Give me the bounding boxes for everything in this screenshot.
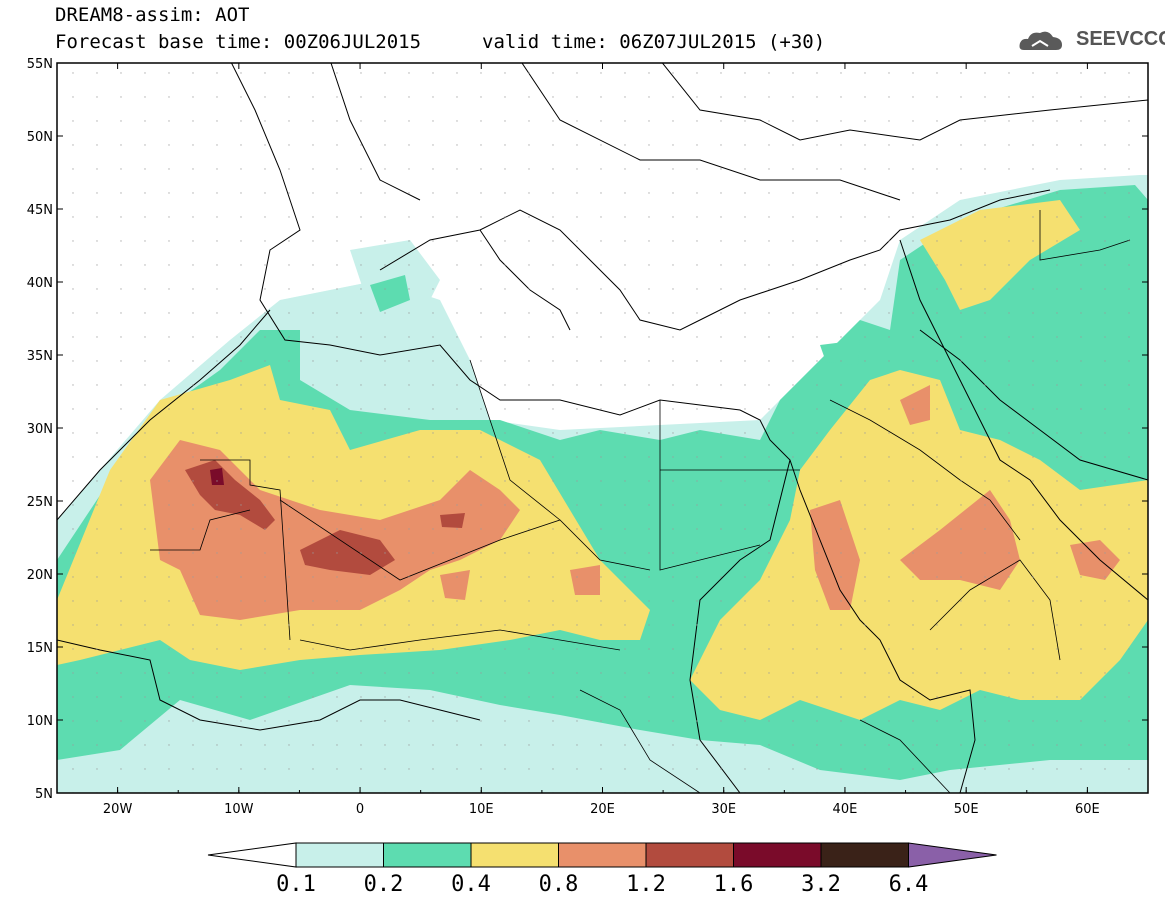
colorbar-segment <box>558 842 647 868</box>
base-time: Forecast base time: 00Z06JUL2015 <box>55 31 422 53</box>
colorbar-segment <box>820 842 909 868</box>
axis-tick-labels: 55N 50N 45N 40N 35N 30N 25N 20N 15N 10N 5N 20W 10W 0 1… <box>27 57 1100 817</box>
lon-label: 20E <box>590 802 615 817</box>
colorbar-label: 0.8 <box>539 872 579 897</box>
colorbar-segment <box>470 842 559 868</box>
lon-label: 30E <box>711 802 736 817</box>
axis-ticks <box>56 62 1149 794</box>
lon-label: 60E <box>1075 802 1100 817</box>
lon-label: 10E <box>469 802 494 817</box>
lat-label: 15N <box>27 641 53 656</box>
colorbar-label: 3.2 <box>801 872 841 897</box>
colorbar-label: 0.1 <box>276 872 316 897</box>
lat-label: 5N <box>35 787 53 802</box>
colorbar-label: 1.6 <box>714 872 754 897</box>
colorbar-label: 0.4 <box>451 872 491 897</box>
colorbar: 0.1 0.2 0.4 0.8 1.2 1.6 3.2 6.4 <box>207 842 997 897</box>
colorbar-max-arrow <box>908 842 997 868</box>
chart-title: DREAM8-assim: AOT <box>55 4 250 26</box>
colorbar-segment <box>733 842 822 868</box>
lat-label: 20N <box>27 568 53 583</box>
colorbar-label: 1.2 <box>626 872 666 897</box>
valid-time: valid time: 06Z07JUL2015 (+30) <box>482 31 826 53</box>
colorbar-segment <box>295 842 384 868</box>
lat-label: 10N <box>27 714 53 729</box>
lat-label: 30N <box>27 422 53 437</box>
lon-label: 10W <box>224 802 254 817</box>
colorbar-segment <box>645 842 734 868</box>
lat-label: 40N <box>27 276 53 291</box>
colorbar-min-arrow <box>207 842 297 868</box>
cloud-logo-icon <box>1019 31 1062 50</box>
lon-label: 20W <box>103 802 133 817</box>
lat-label: 35N <box>27 349 53 364</box>
logo-text: SEEVCCC <box>1076 28 1165 50</box>
lon-label: 0 <box>356 802 364 817</box>
lat-label: 25N <box>27 495 53 510</box>
lat-label: 55N <box>27 57 53 72</box>
colorbar-label: 6.4 <box>889 872 929 897</box>
lat-label: 45N <box>27 203 53 218</box>
lat-label: 50N <box>27 130 53 145</box>
colorbar-label: 0.2 <box>364 872 404 897</box>
lon-label: 50E <box>954 802 979 817</box>
colorbar-segment <box>383 842 472 868</box>
lon-label: 40E <box>833 802 858 817</box>
